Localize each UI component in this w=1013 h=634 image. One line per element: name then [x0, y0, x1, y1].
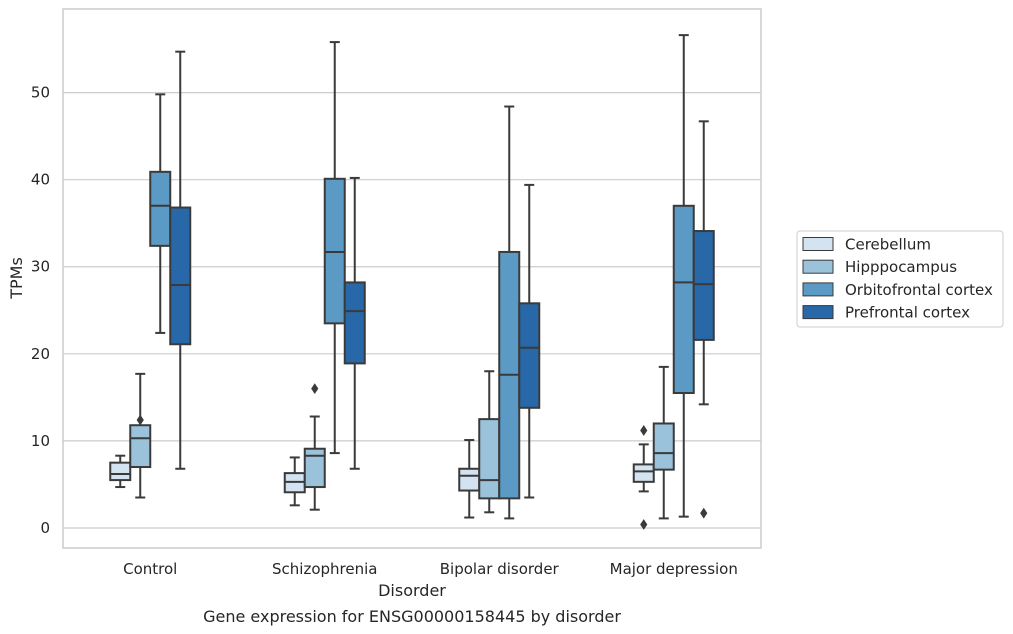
- box-body: [458, 467, 481, 492]
- outlier-point: [311, 383, 319, 395]
- outlier-point: [136, 414, 144, 426]
- box: [303, 383, 326, 511]
- y-tick-label: 0: [40, 519, 50, 537]
- legend-label: Cerebellum: [845, 236, 931, 254]
- box: [652, 365, 675, 520]
- legend: Cerebellum Hipppocampus Orbitofrontal cort…: [796, 230, 1004, 328]
- box: [169, 50, 192, 470]
- box-body: [303, 447, 326, 489]
- x-tick-label: Control: [123, 560, 177, 578]
- box-body: [672, 204, 695, 395]
- outlier-point: [640, 425, 648, 436]
- box: [283, 456, 306, 507]
- box-body: [692, 230, 715, 341]
- series-group: [169, 50, 715, 519]
- chart-caption: Gene expression for ENSG00000158445 by d…: [203, 607, 621, 626]
- x-tick-label: Bipolar disorder: [440, 560, 560, 578]
- box: [343, 176, 366, 470]
- box-body: [149, 170, 172, 247]
- x-tick-label: Schizophrenia: [272, 560, 377, 578]
- series-group: [109, 425, 655, 530]
- box: [692, 120, 715, 519]
- y-tick-label: 30: [31, 258, 50, 276]
- y-tick-label: 40: [31, 171, 50, 189]
- box-body: [652, 422, 675, 471]
- y-tick-label: 20: [31, 345, 50, 363]
- box: [518, 183, 541, 499]
- box-body: [109, 461, 132, 482]
- y-tick-label: 10: [31, 432, 50, 450]
- box-series: [109, 34, 715, 530]
- legend-frame: [796, 230, 1004, 328]
- box-body: [169, 206, 192, 346]
- x-axis-title: Disorder: [378, 581, 446, 600]
- x-axis-ticks: Control Schizophrenia Bipolar disorder Majo…: [123, 560, 738, 578]
- box-body: [129, 424, 152, 469]
- y-axis-title: TPMs: [7, 257, 26, 300]
- box-body: [478, 418, 501, 500]
- box: [478, 370, 501, 514]
- y-tick-label: 50: [31, 84, 50, 102]
- legend-label: Hipppocampus: [845, 258, 957, 276]
- plot-frame: [62, 8, 762, 549]
- series-group: [129, 365, 675, 520]
- legend-swatch: [802, 259, 834, 274]
- box: [149, 93, 172, 334]
- legend-swatch: [802, 305, 834, 320]
- box: [323, 41, 346, 455]
- box: [498, 105, 521, 520]
- box: [672, 34, 695, 518]
- box: [632, 425, 655, 530]
- legend-swatch: [802, 237, 834, 251]
- x-tick-label: Major depression: [610, 560, 738, 578]
- box: [129, 372, 152, 499]
- outlier-point: [700, 507, 708, 519]
- box-body: [518, 302, 541, 409]
- box: [458, 439, 481, 519]
- series-group: [149, 34, 695, 520]
- legend-swatch: [802, 282, 834, 297]
- outlier-point: [640, 519, 648, 530]
- legend-label: Prefrontal cortex: [845, 304, 970, 322]
- box-body: [343, 281, 366, 365]
- y-axis-ticks: 0 10 20 30 40 50: [31, 84, 50, 537]
- box-body: [632, 463, 655, 483]
- box: [109, 454, 132, 489]
- legend-label: Orbitofrontal cortex: [845, 281, 993, 299]
